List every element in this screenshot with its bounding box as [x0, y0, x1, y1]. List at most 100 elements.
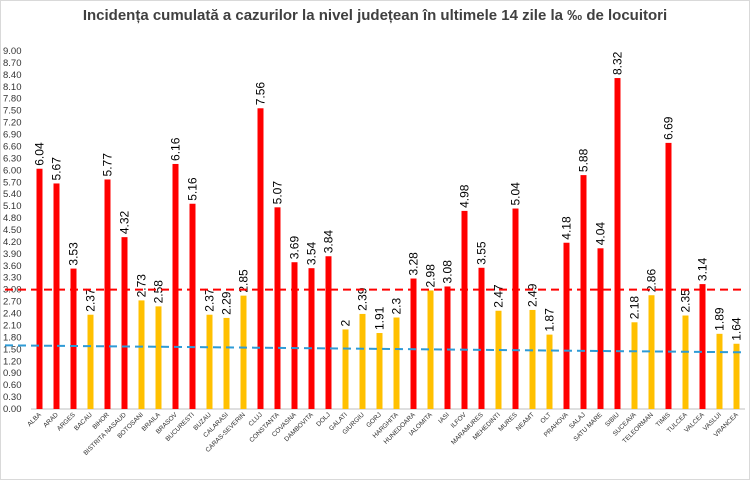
bar — [682, 315, 689, 409]
bar — [512, 208, 519, 409]
bar-value-label: 2.37 — [84, 288, 98, 312]
y-tick-label: 8.70 — [3, 58, 22, 69]
bar — [444, 286, 451, 409]
bar — [36, 168, 43, 409]
y-tick-label: 6.90 — [3, 130, 22, 141]
y-tick-label: 3.60 — [3, 261, 22, 272]
y-tick-label: 7.80 — [3, 94, 22, 105]
y-tick-label: 8.40 — [3, 70, 22, 81]
chart-title: Incidența cumulată a cazurilor la nivel … — [82, 7, 668, 24]
y-tick-label: 2.70 — [3, 297, 22, 308]
bar-value-label: 4.98 — [458, 184, 472, 208]
category-label: NEAMT — [515, 411, 536, 432]
bar — [410, 278, 417, 409]
bar-value-label: 3.28 — [407, 252, 421, 276]
category-label: IASI — [437, 411, 451, 425]
bar-value-label: 6.04 — [33, 142, 47, 166]
bar-value-label: 5.16 — [186, 177, 200, 201]
bar-value-label: 2.73 — [135, 274, 149, 298]
category-label: OLT — [539, 411, 553, 425]
category-label: TELEORMAN — [621, 411, 655, 445]
bar — [308, 268, 315, 409]
bar — [376, 333, 383, 409]
bar — [495, 310, 502, 409]
bar-value-label: 4.18 — [560, 216, 574, 240]
y-tick-label: 0.60 — [3, 380, 22, 391]
bar — [563, 242, 570, 409]
bar-value-label: 2.86 — [645, 269, 659, 293]
y-tick-label: 3.90 — [3, 249, 22, 260]
bar-value-label: 3.55 — [475, 241, 489, 265]
bar — [240, 295, 247, 409]
bar-value-label: 5.67 — [50, 157, 64, 181]
bar — [427, 290, 434, 409]
bar-value-label: 2.85 — [237, 269, 251, 293]
bar — [393, 317, 400, 409]
bar — [546, 334, 553, 409]
y-tick-label: 1.80 — [3, 332, 22, 343]
bar — [206, 314, 213, 409]
bar — [580, 175, 587, 409]
bar-value-label: 4.32 — [118, 210, 132, 234]
bar-value-label: 1.89 — [713, 307, 727, 331]
y-tick-label: 5.70 — [3, 177, 22, 188]
y-tick-label: 7.20 — [3, 118, 22, 129]
bar-value-label: 2 — [339, 319, 353, 326]
blue-threshold-line — [4, 344, 746, 354]
bar — [665, 142, 672, 410]
bar — [359, 313, 366, 409]
bar-value-label: 2.35 — [679, 289, 693, 313]
y-tick-label: 4.50 — [3, 225, 22, 236]
bar — [138, 300, 145, 409]
bar-value-label: 1.91 — [373, 306, 387, 330]
bar-value-label: 2.58 — [152, 280, 166, 304]
bar — [716, 333, 723, 409]
bar-value-label: 3.53 — [67, 242, 81, 266]
bar-value-label: 2.49 — [526, 283, 540, 307]
bar-value-label: 8.32 — [611, 51, 625, 75]
y-tick-label: 2.10 — [3, 320, 22, 331]
bar — [104, 179, 111, 409]
bar — [223, 317, 230, 409]
bar — [189, 203, 196, 409]
category-label: BACAU — [73, 411, 94, 432]
y-tick-label: 5.10 — [3, 201, 22, 212]
bar — [257, 108, 264, 409]
bar — [597, 248, 604, 409]
bar-value-label: 6.69 — [662, 116, 676, 140]
y-tick-label: 4.20 — [3, 237, 22, 248]
y-tick-label: 6.30 — [3, 153, 22, 164]
bar — [291, 262, 298, 409]
category-label: ALBA — [26, 411, 43, 428]
bar — [529, 309, 536, 409]
bar — [461, 210, 468, 409]
bar — [478, 267, 485, 409]
bar-value-label: 1.87 — [543, 308, 557, 332]
bar — [121, 237, 128, 409]
y-tick-label: 0.90 — [3, 368, 22, 379]
bar — [53, 183, 60, 409]
bar-value-label: 5.04 — [509, 182, 523, 206]
y-tick-label: 1.20 — [3, 356, 22, 367]
y-tick-label: 4.80 — [3, 213, 22, 224]
y-tick-label: 9.00 — [3, 46, 22, 57]
y-tick-label: 0.00 — [3, 404, 22, 415]
bar-value-label: 1.64 — [730, 317, 744, 341]
bar-value-label: 3.14 — [696, 257, 710, 281]
y-tick-label: 2.40 — [3, 309, 22, 320]
y-tick-label: 6.60 — [3, 141, 22, 152]
bar — [325, 256, 332, 409]
bar — [699, 284, 706, 409]
bar — [733, 343, 740, 409]
y-tick-label: 6.00 — [3, 165, 22, 176]
bar-value-label: 2.98 — [424, 264, 438, 288]
bar-value-label: 2.39 — [356, 287, 370, 311]
y-tick-label: 0.30 — [3, 392, 22, 403]
y-tick-label: 7.50 — [3, 106, 22, 117]
bar — [172, 163, 179, 409]
bar — [342, 329, 349, 409]
bar-value-label: 2.37 — [203, 288, 217, 312]
bar — [87, 314, 94, 409]
